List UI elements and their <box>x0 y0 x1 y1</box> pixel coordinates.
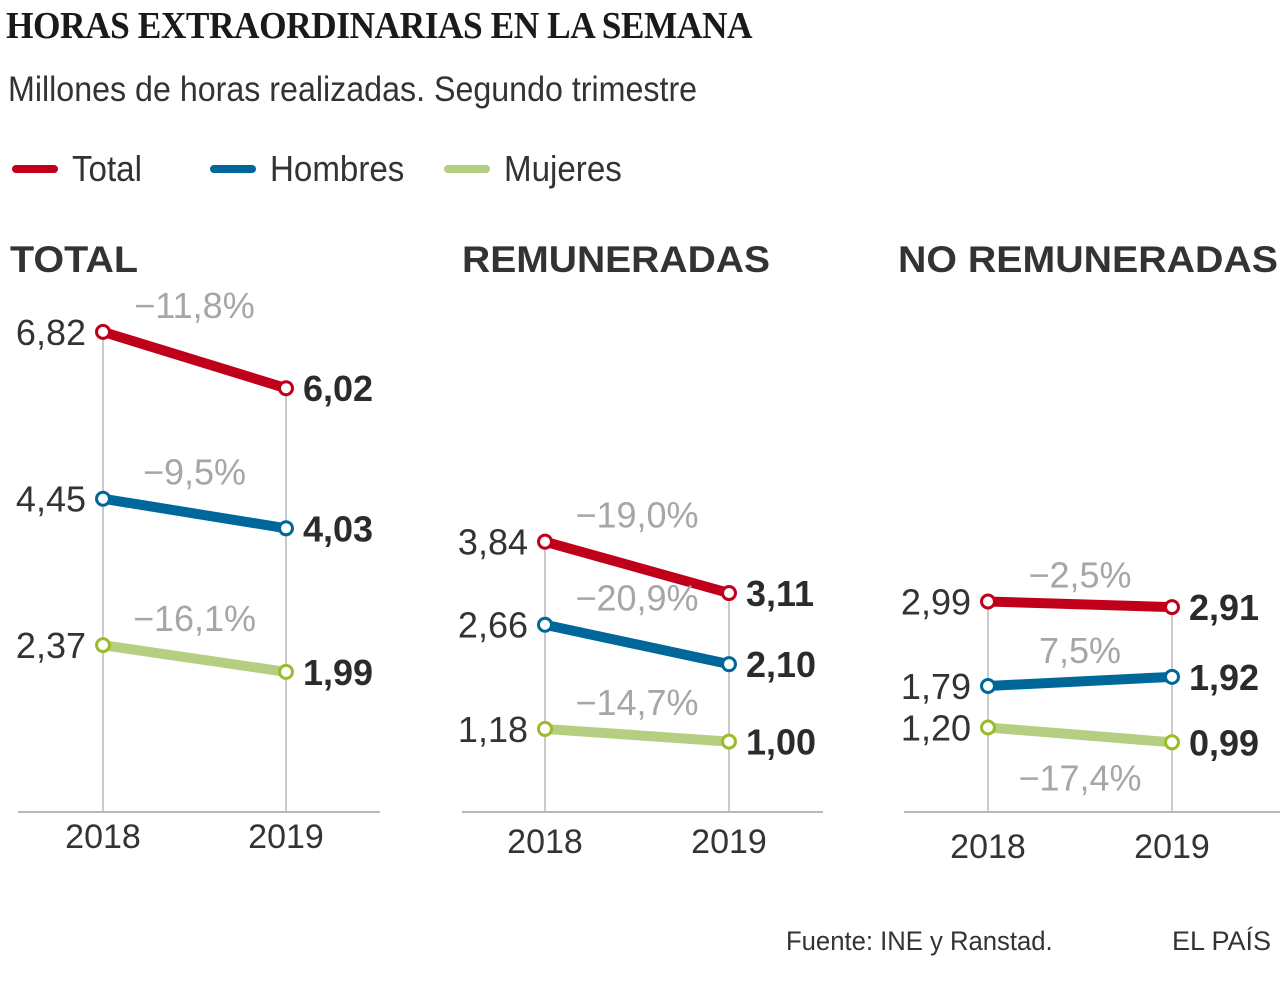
series-line-total-no-remuneradas <box>983 596 1177 613</box>
x-tick-label-2019-no-remuneradas: 2019 <box>1134 828 1210 866</box>
change-label-hombres-total: −9,5% <box>143 452 246 493</box>
value-label-mujeres-2019-total: 1,99 <box>303 652 373 693</box>
value-label-hombres-2018-no-remuneradas: 1,79 <box>901 666 971 707</box>
legend-label-mujeres: Mujeres <box>504 148 622 189</box>
chart-title: HORAS EXTRAORDINARIAS EN LA SEMANA <box>6 5 753 47</box>
change-label-hombres-remuneradas: −20,9% <box>575 578 698 619</box>
series-line-total-total <box>98 326 291 394</box>
value-label-hombres-2019-total: 4,03 <box>303 508 373 549</box>
value-label-total-2019-total: 6,02 <box>303 368 373 409</box>
legend-label-total: Total <box>72 148 142 189</box>
change-label-mujeres-total: −16,1% <box>133 598 256 639</box>
legend-item-total: Total <box>12 148 148 190</box>
value-label-mujeres-2018-total: 2,37 <box>16 625 86 666</box>
legend-label-hombres: Hombres <box>270 148 405 189</box>
change-label-mujeres-no-remuneradas: −17,4% <box>1018 757 1141 798</box>
legend-swatch-total <box>12 165 58 173</box>
value-label-hombres-2019-no-remuneradas: 1,92 <box>1189 657 1259 698</box>
value-label-mujeres-2019-no-remuneradas: 0,99 <box>1189 722 1259 763</box>
series-line-hombres-remuneradas <box>540 619 734 670</box>
point-hombres-2019-remuneradas <box>721 656 737 673</box>
change-label-hombres-no-remuneradas: 7,5% <box>1039 630 1121 671</box>
legend-item-hombres: Hombres <box>210 148 416 190</box>
source-note: Fuente: INE y Ranstad. <box>786 926 1053 956</box>
series-line-total-remuneradas <box>540 536 734 599</box>
series-line-mujeres-total <box>98 640 291 677</box>
value-label-total-2019-remuneradas: 3,11 <box>746 573 814 614</box>
chart-subtitle: Millones de horas realizadas. Segundo tr… <box>8 70 698 109</box>
value-label-total-2018-total: 6,82 <box>16 312 86 353</box>
value-label-mujeres-2018-remuneradas: 1,18 <box>458 709 528 750</box>
point-hombres-2019-total <box>278 520 294 537</box>
point-total-2019-total <box>278 380 294 397</box>
value-label-hombres-2019-remuneradas: 2,10 <box>746 644 816 685</box>
legend-item-mujeres: Mujeres <box>444 148 632 190</box>
x-tick-label-2019-remuneradas: 2019 <box>691 823 767 861</box>
series-line-hombres-no-remuneradas <box>983 671 1177 691</box>
legend-swatch-hombres <box>210 165 257 173</box>
point-hombres-2018-total <box>95 490 111 507</box>
point-mujeres-2019-remuneradas <box>721 733 737 750</box>
value-label-mujeres-2018-no-remuneradas: 1,20 <box>901 708 971 749</box>
value-label-total-2019-no-remuneradas: 2,91 <box>1189 587 1259 628</box>
legend: Total Hombres Mujeres <box>12 147 694 191</box>
series-line-mujeres-remuneradas <box>540 723 734 747</box>
x-tick-label-2018-no-remuneradas: 2018 <box>950 828 1026 866</box>
point-mujeres-2018-total <box>95 637 111 654</box>
point-hombres-2018-remuneradas <box>537 616 553 633</box>
change-label-mujeres-remuneradas: −14,7% <box>575 682 698 723</box>
value-label-total-2018-remuneradas: 3,84 <box>458 522 528 563</box>
x-tick-label-2018-total: 2018 <box>65 818 141 856</box>
value-label-total-2018-no-remuneradas: 2,99 <box>901 582 971 623</box>
change-label-total-total: −11,8% <box>134 285 254 326</box>
x-tick-label-2018-remuneradas: 2018 <box>507 823 583 861</box>
point-mujeres-2019-no-remuneradas <box>1164 734 1180 751</box>
panel-title-no-remuneradas: NO REMUNERADAS <box>898 239 1278 280</box>
point-mujeres-2018-no-remuneradas <box>980 719 996 736</box>
value-label-hombres-2018-total: 4,45 <box>16 479 86 520</box>
series-line-hombres-total <box>98 493 291 534</box>
brand-credit: EL PAÍS <box>1172 926 1272 956</box>
series-line-mujeres-no-remuneradas <box>983 722 1177 748</box>
point-total-2019-remuneradas <box>721 585 737 602</box>
point-total-2019-no-remuneradas <box>1164 599 1180 616</box>
panel-title-total: TOTAL <box>10 239 138 280</box>
change-label-total-remuneradas: −19,0% <box>575 495 698 536</box>
point-hombres-2019-no-remuneradas <box>1164 668 1180 685</box>
x-tick-label-2019-total: 2019 <box>248 818 324 856</box>
legend-swatch-mujeres <box>444 165 491 173</box>
point-total-2018-remuneradas <box>537 533 553 550</box>
value-label-hombres-2018-remuneradas: 2,66 <box>458 605 528 646</box>
panel-title-remuneradas: REMUNERADAS <box>462 239 770 280</box>
point-total-2018-total <box>95 323 111 340</box>
change-label-total-no-remuneradas: −2,5% <box>1028 555 1131 596</box>
point-mujeres-2018-remuneradas <box>537 720 553 737</box>
value-label-mujeres-2019-remuneradas: 1,00 <box>746 722 816 763</box>
point-total-2018-no-remuneradas <box>980 593 996 610</box>
point-mujeres-2019-total <box>278 663 294 680</box>
point-hombres-2018-no-remuneradas <box>980 677 996 694</box>
